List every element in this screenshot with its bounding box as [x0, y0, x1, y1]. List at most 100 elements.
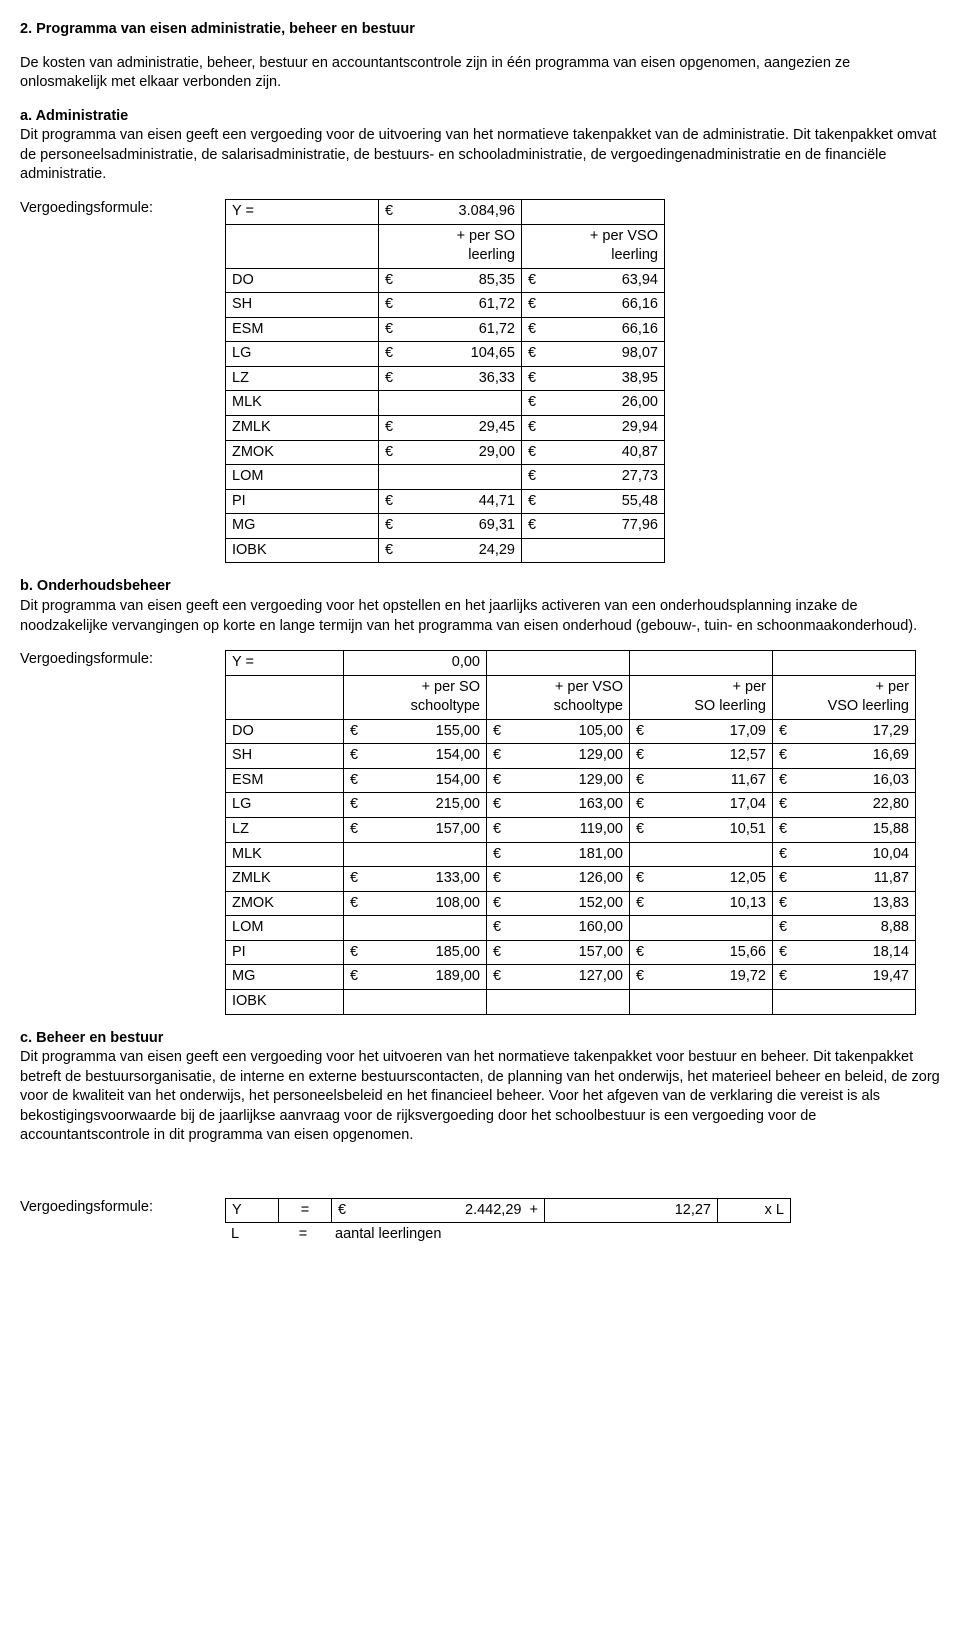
row-c4: €12,57 [630, 744, 773, 769]
table-row: DO€155,00€105,00€17,09€17,29 [226, 719, 916, 744]
row-key: MG [226, 965, 344, 990]
formula-label-a: Vergoedingsformule: [20, 200, 153, 216]
row-vso: €63,94 [522, 268, 665, 293]
row-c5: €16,03 [773, 768, 916, 793]
table-row: MLK€26,00 [226, 391, 665, 416]
row-vso: €40,87 [522, 440, 665, 465]
row-c5: €10,04 [773, 842, 916, 867]
c-eq: = [301, 1202, 309, 1218]
row-c3: €152,00 [487, 891, 630, 916]
formula-label-b: Vergoedingsformule: [20, 651, 153, 667]
row-key: PI [226, 940, 344, 965]
row-c2: €157,00 [344, 818, 487, 843]
row-so: €61,72 [379, 293, 522, 318]
row-key: LZ [226, 818, 344, 843]
row-c4: €12,05 [630, 867, 773, 892]
c-L: L [231, 1226, 239, 1242]
table-row: MLK€181,00€10,04 [226, 842, 916, 867]
table-row: LOM €27,73 [226, 465, 665, 490]
a-h2l2: leerling [468, 247, 515, 263]
row-vso: €27,73 [522, 465, 665, 490]
c-val2: 12,27 [675, 1202, 711, 1218]
b-h4l1: + per [733, 679, 766, 695]
row-key: MG [226, 514, 379, 539]
row-c3: €127,00 [487, 965, 630, 990]
row-so: €36,33 [379, 366, 522, 391]
para-b: Dit programma van eisen geeft een vergoe… [20, 598, 917, 634]
row-c4: €17,09 [630, 719, 773, 744]
b-yeq: Y = [232, 654, 254, 670]
table-row: IOBK€24,29 [226, 538, 665, 563]
subhead-c: c. Beheer en bestuur [20, 1030, 163, 1046]
row-vso [522, 538, 665, 563]
row-vso: €66,16 [522, 293, 665, 318]
row-c2: €108,00 [344, 891, 487, 916]
row-c5: €11,87 [773, 867, 916, 892]
row-so: €85,35 [379, 268, 522, 293]
row-c3: €119,00 [487, 818, 630, 843]
row-c3: €160,00 [487, 916, 630, 941]
row-c5: €8,88 [773, 916, 916, 941]
a-yeq: Y = [232, 203, 254, 219]
a-yval: 3.084,96 [459, 202, 515, 222]
row-so: €44,71 [379, 489, 522, 514]
table-b: Y = 0,00 + per SO schooltype + per VSO s… [225, 650, 916, 1014]
row-vso: €98,07 [522, 342, 665, 367]
row-c4: €10,13 [630, 891, 773, 916]
table-row: LZ€157,00€119,00€10,51€15,88 [226, 818, 916, 843]
b-h5l2: VSO leerling [828, 698, 909, 714]
table-row: MG€189,00€127,00€19,72€19,47 [226, 965, 916, 990]
formula-label-c: Vergoedingsformule: [20, 1199, 153, 1215]
a-h3l2: leerling [611, 247, 658, 263]
b-yval: 0,00 [452, 654, 480, 670]
row-key: ESM [226, 317, 379, 342]
row-c2: €155,00 [344, 719, 487, 744]
row-c2 [344, 842, 487, 867]
row-key: LOM [226, 465, 379, 490]
table-row: PI€44,71€55,48 [226, 489, 665, 514]
table-row: LG€215,00€163,00€17,04€22,80 [226, 793, 916, 818]
row-c3: €157,00 [487, 940, 630, 965]
row-so: €61,72 [379, 317, 522, 342]
row-c4: €19,72 [630, 965, 773, 990]
row-c4 [630, 916, 773, 941]
table-row: MG€69,31€77,96 [226, 514, 665, 539]
row-c5: €17,29 [773, 719, 916, 744]
row-so: €29,45 [379, 416, 522, 441]
a-h2l1: + per SO [457, 228, 515, 244]
section-intro: De kosten van administratie, beheer, bes… [20, 54, 940, 93]
row-so [379, 465, 522, 490]
row-key: LG [226, 793, 344, 818]
table-row: LZ€36,33€38,95 [226, 366, 665, 391]
row-c4 [630, 842, 773, 867]
row-key: ZMLK [226, 867, 344, 892]
row-key: ZMLK [226, 416, 379, 441]
table-row: SH€61,72€66,16 [226, 293, 665, 318]
row-key: ZMOK [226, 891, 344, 916]
table-row: ZMLK€29,45€29,94 [226, 416, 665, 441]
row-c4: €17,04 [630, 793, 773, 818]
row-key: DO [226, 268, 379, 293]
table-row: LG€104,65€98,07 [226, 342, 665, 367]
row-vso: €26,00 [522, 391, 665, 416]
row-c2: €185,00 [344, 940, 487, 965]
row-key: SH [226, 744, 344, 769]
row-c2: €215,00 [344, 793, 487, 818]
table-row: LOM€160,00€8,88 [226, 916, 916, 941]
section-title: 2. Programma van eisen administratie, be… [20, 20, 940, 40]
row-vso: €66,16 [522, 317, 665, 342]
row-key: SH [226, 293, 379, 318]
row-key: LG [226, 342, 379, 367]
c-xL: x L [765, 1202, 784, 1218]
row-c2 [344, 916, 487, 941]
a-h3l1: + per VSO [590, 228, 658, 244]
row-c5: €18,14 [773, 940, 916, 965]
table-row: IOBK [226, 989, 916, 1014]
row-c2: €154,00 [344, 768, 487, 793]
c-plus: + [530, 1202, 538, 1218]
table-a: Y = €3.084,96 + per SO leerling + per VS… [225, 199, 665, 563]
row-c5: €19,47 [773, 965, 916, 990]
row-vso: €77,96 [522, 514, 665, 539]
row-c3: €129,00 [487, 768, 630, 793]
row-c5: €15,88 [773, 818, 916, 843]
